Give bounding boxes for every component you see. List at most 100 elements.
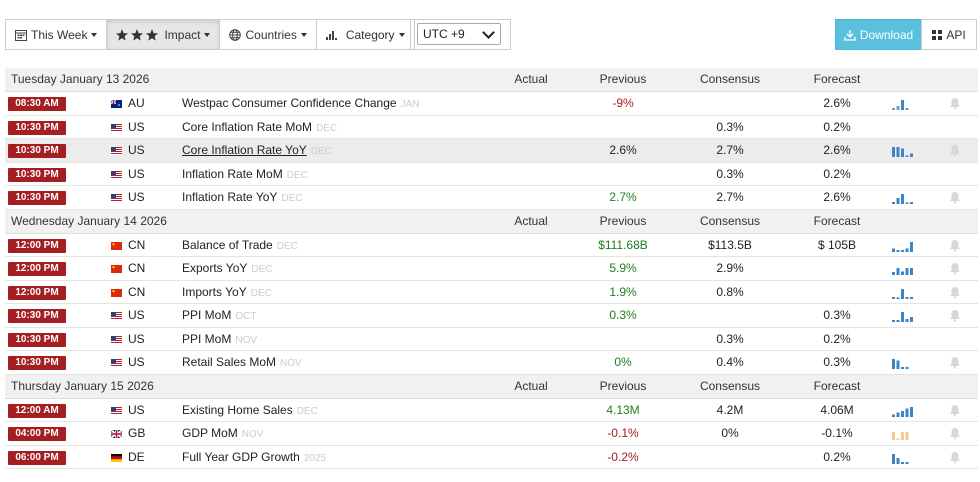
mini-chart-bar (905, 268, 909, 275)
download-label: Download (859, 27, 914, 42)
mini-history-chart[interactable] (892, 192, 914, 204)
mini-history-chart[interactable] (892, 310, 914, 322)
impact-label: Impact (164, 27, 201, 42)
event-row: 08:30 AM AU Westpac Consumer Confidence Ch… (5, 92, 978, 116)
download-icon (844, 29, 856, 41)
week-label: This Week (31, 27, 88, 42)
mini-chart-bar (892, 296, 895, 299)
event-name-link[interactable]: Balance of Trade DEC (182, 234, 298, 258)
column-header-previous: Previous (599, 72, 647, 86)
previous-value: -0.2% (607, 449, 639, 464)
event-name-link[interactable]: Imports YoY DEC (182, 281, 272, 305)
mini-history-chart[interactable] (892, 240, 914, 252)
api-button[interactable]: API (921, 19, 977, 50)
event-name-link[interactable]: Full Year GDP Growth 2025 (182, 446, 326, 470)
timezone-select[interactable]: UTC +9 (417, 23, 501, 45)
previous-value: 0.3% (609, 308, 637, 322)
forecast-value: 2.6% (823, 96, 851, 110)
event-reference-period: DEC (251, 264, 273, 275)
country-code: US (128, 308, 145, 322)
bell-icon[interactable] (949, 191, 961, 204)
countries-dropdown-button[interactable]: Countries (219, 19, 317, 50)
mini-chart-bar (905, 408, 909, 417)
mini-history-chart[interactable] (892, 287, 914, 299)
event-name-link[interactable]: Existing Home Sales DEC (182, 399, 318, 423)
event-reference-period: DEC (250, 287, 272, 299)
previous-value: -9% (612, 96, 634, 110)
globe-icon (229, 28, 242, 41)
event-name: Inflation Rate YoY (182, 190, 278, 204)
event-name-link[interactable]: PPI MoM OCT (182, 304, 256, 328)
mini-history-chart[interactable] (892, 428, 914, 440)
category-dropdown-button[interactable]: Category (315, 19, 415, 50)
bell-icon[interactable] (949, 144, 961, 157)
bell-icon[interactable] (949, 356, 961, 369)
bell-icon[interactable] (949, 427, 961, 440)
column-header-previous: Previous (599, 378, 647, 393)
bell-icon[interactable] (949, 404, 961, 417)
event-name: Full Year GDP Growth (182, 449, 300, 464)
impact-dropdown-button[interactable]: Impact (106, 19, 221, 50)
event-name: GDP MoM (182, 426, 238, 440)
mini-chart-bar (892, 414, 895, 417)
mini-chart-bar (905, 202, 909, 204)
event-row: 12:00 PM CN Imports YoY DEC 1.9% 0.8% (5, 281, 978, 305)
column-header-consensus: Consensus (699, 378, 761, 393)
us-flag-icon (111, 170, 122, 179)
bell-icon[interactable] (949, 97, 961, 110)
mini-chart-bar (910, 317, 913, 322)
event-name-link[interactable]: Inflation Rate YoY DEC (182, 186, 303, 210)
mini-history-chart[interactable] (892, 98, 914, 110)
mini-chart-bar (901, 312, 904, 322)
day-header-row: Thursday January 15 2026 Actual Previous Co… (5, 374, 978, 399)
category-label: Category (345, 27, 395, 42)
event-name-link[interactable]: Retail Sales MoM NOV (182, 351, 302, 375)
timezone-container (410, 19, 511, 50)
event-time-badge: 12:00 AM (8, 403, 66, 418)
economic-calendar-table: Tuesday January 13 2026 Actual Previous Con… (5, 68, 978, 469)
event-name-link[interactable]: Core Inflation Rate YoY DEC (182, 139, 332, 163)
column-header-forecast: Forecast (813, 378, 861, 393)
event-name-link[interactable]: GDP MoM NOV (182, 422, 263, 446)
mini-chart-bar (892, 202, 895, 204)
download-button[interactable]: Download (835, 19, 922, 50)
forecast-value: 0.2% (823, 166, 851, 181)
mini-history-chart[interactable] (892, 452, 914, 464)
week-dropdown-button[interactable]: This Week (5, 19, 108, 50)
event-reference-period: JAN (400, 99, 420, 110)
mini-chart-bar (896, 268, 900, 275)
bar-chart-icon (325, 29, 338, 41)
event-name-link[interactable]: Westpac Consumer Confidence Change JAN (182, 92, 419, 116)
bell-icon[interactable] (949, 286, 961, 299)
event-name-link[interactable]: Inflation Rate MoM DEC (182, 163, 308, 187)
mini-chart-bar (892, 432, 895, 440)
previous-value: 5.9% (609, 261, 637, 275)
mini-history-chart[interactable] (892, 263, 914, 275)
bell-icon[interactable] (949, 451, 961, 464)
column-header-forecast: Forecast (813, 213, 861, 228)
country-code: CN (128, 261, 146, 275)
mini-chart-bar (892, 108, 895, 110)
consensus-value: 4.2M (716, 402, 744, 417)
event-reference-period: 2025 (303, 452, 327, 464)
bell-icon[interactable] (949, 239, 961, 252)
caret-down-icon (204, 32, 211, 37)
mini-history-chart[interactable] (892, 405, 914, 417)
event-name-link[interactable]: PPI MoM NOV (182, 328, 257, 352)
mini-history-chart[interactable] (892, 357, 914, 369)
event-time-badge: 10:30 PM (8, 332, 66, 347)
event-name-link[interactable]: Exports YoY DEC (182, 257, 273, 281)
previous-value: 0% (614, 355, 632, 369)
country-code: US (128, 143, 145, 157)
event-name-link[interactable]: Core Inflation Rate MoM DEC (182, 116, 337, 140)
mini-chart-bar (901, 410, 904, 417)
day-header-row: Tuesday January 13 2026 Actual Previous Con… (5, 68, 978, 92)
mini-chart-bar (901, 194, 904, 204)
previous-value: 4.13M (606, 402, 640, 417)
mini-history-chart[interactable] (892, 145, 914, 157)
bell-icon[interactable] (949, 262, 961, 275)
filter-toolbar: This Week Impact Countries Category (5, 19, 415, 50)
bell-icon[interactable] (949, 309, 961, 322)
mini-chart-bar (910, 153, 913, 157)
event-row: 12:00 PM CN Balance of Trade DEC $111.68B $11… (5, 234, 978, 258)
